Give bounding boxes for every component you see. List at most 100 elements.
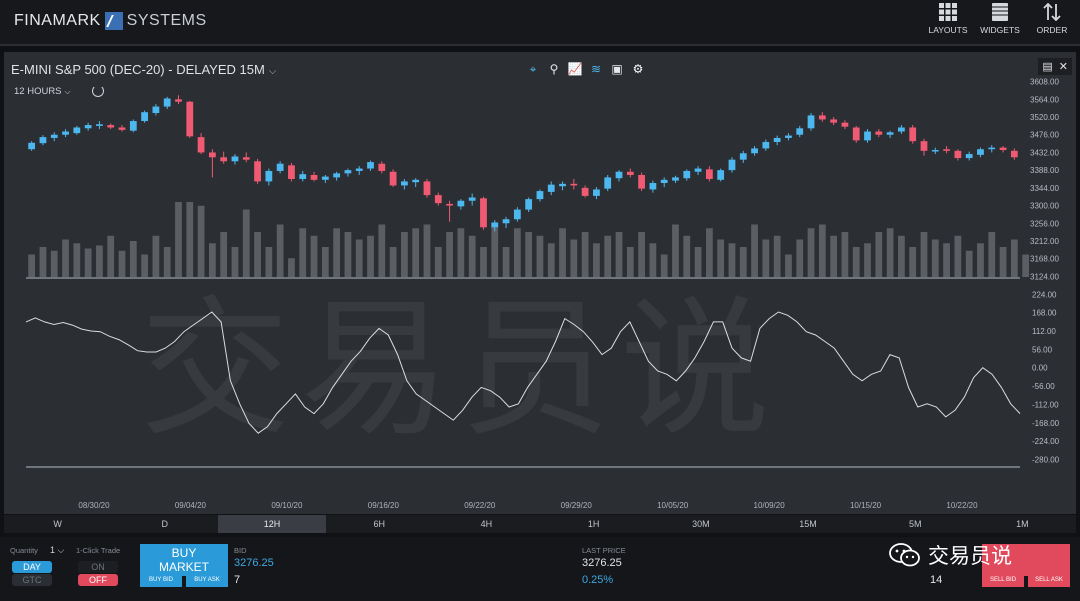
brand-logo[interactable]: FINAMARK SYSTEMS bbox=[14, 12, 207, 30]
oneclick-on-button[interactable]: ON bbox=[78, 561, 118, 573]
volume-bar bbox=[931, 239, 939, 277]
day-button[interactable]: DAY bbox=[12, 561, 52, 573]
line-chart-icon[interactable]: 📈 bbox=[567, 62, 583, 76]
volume-bar bbox=[355, 239, 363, 277]
oscillator-line bbox=[25, 311, 1021, 434]
candle-body bbox=[525, 199, 533, 210]
volume-bar bbox=[886, 228, 894, 277]
timeframe-12h[interactable]: 12H bbox=[218, 515, 326, 533]
candle-body bbox=[830, 119, 838, 123]
chart-toolbar: ⌖ ⚲ 📈 ≋ ▣ ⚙ bbox=[526, 61, 645, 77]
timeframe-w[interactable]: W bbox=[53, 519, 62, 529]
volume-bar bbox=[446, 232, 453, 277]
pin-icon[interactable]: ⚲ bbox=[549, 62, 559, 76]
price-tick-label: 3608.00 bbox=[1030, 78, 1059, 87]
widgets-icon bbox=[992, 3, 1008, 21]
candle-body bbox=[762, 141, 770, 149]
volume-bar bbox=[28, 254, 36, 277]
candle-body bbox=[401, 181, 408, 186]
candle-body bbox=[841, 122, 849, 127]
interval-label: 12 HOURS bbox=[14, 86, 62, 97]
chart-title[interactable]: E-MINI S&P 500 (DEC-20) - DELAYED 15M ⌵ bbox=[11, 62, 276, 77]
layouts-label: LAYOUTS bbox=[928, 25, 968, 35]
date-tick-label: 10/22/20 bbox=[946, 501, 978, 510]
price-chart[interactable]: 3608.00 3564.00 3520.00 3476.00 3432.00 3388.… bbox=[4, 52, 1076, 514]
date-tick-label: 10/09/20 bbox=[754, 501, 786, 510]
order-label: ORDER bbox=[1036, 25, 1068, 35]
candle-body bbox=[898, 127, 905, 132]
gear-icon[interactable]: ⚙ bbox=[632, 62, 644, 76]
candle-body bbox=[886, 132, 894, 135]
timeframe-1h[interactable]: 1H bbox=[587, 519, 600, 529]
timeframe-4h[interactable]: 4H bbox=[480, 519, 493, 529]
date-tick-label: 09/29/20 bbox=[561, 501, 593, 510]
candle-body bbox=[491, 222, 499, 228]
oneclick-label: 1-Click Trade bbox=[76, 546, 121, 555]
timeframe-30m[interactable]: 30M bbox=[692, 519, 710, 529]
date-tick-label: 09/10/20 bbox=[271, 501, 303, 510]
volume-bar bbox=[434, 247, 442, 277]
candle-body bbox=[660, 179, 668, 184]
last-price-change: 0.25% bbox=[582, 574, 614, 586]
candle-body bbox=[864, 131, 871, 141]
sell-market-button[interactable] bbox=[982, 544, 1070, 576]
volume-bar bbox=[129, 241, 137, 277]
brand-suffix: SYSTEMS bbox=[126, 12, 207, 29]
order-button[interactable]: ORDER bbox=[1030, 2, 1074, 35]
widgets-button[interactable]: WIDGETS bbox=[978, 2, 1022, 35]
oneclick-off-button[interactable]: OFF bbox=[78, 574, 118, 586]
candle-body bbox=[717, 170, 725, 180]
candle-body bbox=[502, 219, 510, 224]
volume-bar bbox=[717, 239, 725, 277]
buy-bid-button[interactable]: BUY BID bbox=[140, 574, 182, 587]
candle-body bbox=[96, 124, 103, 126]
candle-body bbox=[943, 149, 950, 151]
candle-body bbox=[152, 106, 160, 113]
volume-bar bbox=[84, 248, 92, 277]
candle-body bbox=[186, 101, 194, 137]
volume-bar bbox=[220, 232, 228, 277]
buy-market-button[interactable]: BUY MARKET bbox=[140, 544, 228, 576]
volume-bar bbox=[672, 224, 679, 277]
timeframe-d[interactable]: D bbox=[161, 519, 169, 529]
buy-ask-button[interactable]: BUY ASK bbox=[186, 574, 228, 587]
candle-body bbox=[965, 154, 973, 159]
chart-panel: 3608.00 3564.00 3520.00 3476.00 3432.00 3388.… bbox=[4, 52, 1076, 514]
volume-bar bbox=[50, 250, 58, 277]
volume-bar bbox=[694, 247, 702, 277]
volume-bar bbox=[73, 243, 81, 277]
crosshair-icon[interactable]: ⌖ bbox=[529, 61, 537, 76]
candle-body bbox=[480, 198, 487, 228]
volume-bar bbox=[423, 224, 431, 277]
quantity-label: Quantity bbox=[10, 546, 38, 555]
gtc-button[interactable]: GTC bbox=[12, 574, 52, 586]
calendar-icon[interactable]: ▣ bbox=[611, 62, 623, 76]
close-icon[interactable]: ✕ bbox=[1058, 61, 1068, 73]
candle-body bbox=[39, 137, 47, 144]
sell-ask-button[interactable]: SELL ASK bbox=[1028, 574, 1070, 587]
volume-bar bbox=[638, 232, 645, 277]
timeframe-6h[interactable]: 6H bbox=[373, 519, 385, 529]
volume-bar bbox=[988, 232, 996, 277]
timeframe-bar: W D 12H 6H 4H 1H 30M 15M 5M 1M bbox=[4, 515, 1076, 533]
layers-icon[interactable]: ≋ bbox=[590, 62, 602, 76]
last-price-label: LAST PRICE bbox=[582, 546, 626, 555]
timeframe-1m[interactable]: 1M bbox=[1016, 519, 1029, 529]
interval-selector[interactable]: 12 HOURS ⌵ bbox=[14, 86, 71, 97]
volume-bar bbox=[525, 232, 533, 277]
candle-body bbox=[62, 131, 69, 135]
volume-bar bbox=[197, 205, 205, 277]
volume-bar bbox=[660, 254, 668, 277]
quantity-select[interactable]: 1 ⌵ bbox=[50, 545, 64, 556]
timeframe-15m[interactable]: 15M bbox=[799, 519, 817, 529]
sell-bid-button[interactable]: SELL BID bbox=[982, 574, 1024, 587]
layouts-button[interactable]: LAYOUTS bbox=[926, 2, 970, 35]
panel-settings-icon[interactable]: ▤ bbox=[1042, 61, 1053, 73]
toolbar: LAYOUTS WIDGETS ORDER bbox=[926, 2, 1074, 35]
volume-bar bbox=[954, 235, 962, 277]
candle-body bbox=[389, 171, 397, 186]
candle-body bbox=[513, 209, 521, 220]
candle-body bbox=[751, 148, 758, 154]
refresh-icon[interactable] bbox=[92, 85, 104, 97]
timeframe-5m[interactable]: 5M bbox=[908, 519, 922, 529]
